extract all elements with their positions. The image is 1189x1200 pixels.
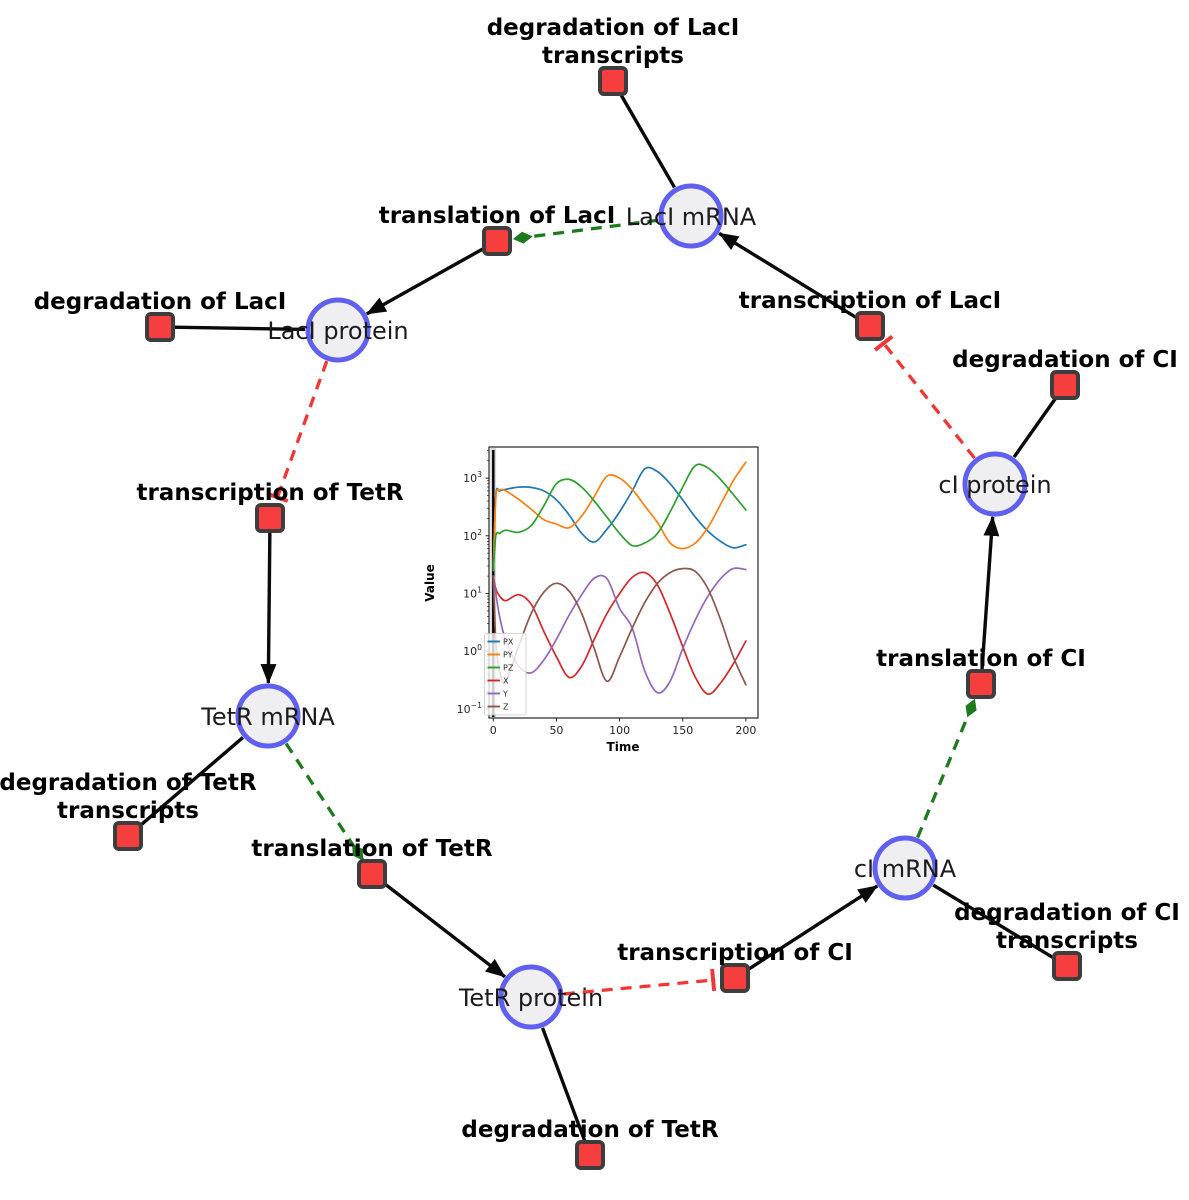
species-label-lacI-protein: LacI protein (267, 317, 408, 345)
plot-spines (488, 446, 759, 719)
species-node-tetR-protein[interactable] (498, 964, 564, 1030)
reaction-label-translation-tetR: translation of TetR (251, 836, 492, 862)
edge-transcription-lacI-to-lacI-mRNA (718, 231, 859, 321)
series-PZ (492, 463, 747, 572)
legend-label-X: X (503, 676, 509, 685)
reaction-label-degradation-cI: degradation of CI (952, 347, 1178, 373)
legend-label-PZ: PZ (503, 663, 514, 672)
reaction-node-degradation-lacI[interactable] (145, 312, 175, 342)
legend-entry-PZ: PZ (487, 663, 514, 672)
edge-lacI-mRNA-to-degradation-lacI-transcripts (618, 91, 676, 189)
species-label-cI-protein: cI protein (938, 471, 1051, 499)
x-tick-0: 0 (490, 724, 497, 737)
series-PY (492, 461, 747, 572)
timeseries-plot: 0 50 100 150 200 10−1 100 101 102 103 PX PY PZ XYZ Ti… (423, 446, 759, 754)
species-label-tetR-protein: TetR protein (458, 984, 603, 1012)
legend-entry-X: X (487, 676, 509, 685)
edge-cI-mRNA-to-degradation-cI-transcripts (932, 883, 1057, 961)
legend-label-Y: Y (502, 689, 508, 698)
y-axis-label: Value (423, 564, 437, 602)
legend-entry-Y: Y (487, 689, 508, 698)
edge-cI-protein-to-degradation-cI (1012, 394, 1059, 459)
species-label-lacI-mRNA: LacI mRNA (626, 203, 757, 231)
species-label-tetR-mRNA: TetR mRNA (200, 703, 335, 731)
reaction-node-transcription-lacI[interactable] (855, 311, 885, 341)
reaction-label-translation-cI: translation of CI (876, 646, 1086, 672)
edge-translation-cI-to-cI-protein (980, 515, 1000, 671)
species-node-cI-mRNA[interactable] (872, 835, 938, 901)
plot-background (489, 447, 758, 718)
series-PX (492, 466, 747, 572)
reaction-label-degradation-tetR: degradation of TetR (461, 1117, 718, 1143)
legend-label-PY: PY (503, 650, 513, 659)
reaction-node-transcription-tetR[interactable] (255, 503, 285, 533)
edges-layer (136, 91, 1059, 1144)
reaction-node-degradation-lacI-transcripts[interactable] (598, 66, 628, 96)
y-tick-1e1: 101 (463, 585, 482, 600)
reaction-label-degradation-lacI: degradation of LacI (34, 289, 287, 315)
x-tick-150: 150 (672, 724, 693, 737)
y-tick-1e0: 100 (463, 643, 482, 658)
labels-layer: LacI mRNA LacI protein cI protein TetR mRNA… (0, 15, 1180, 1143)
reaction-node-degradation-tetR[interactable] (575, 1140, 605, 1170)
legend-entry-PY: PY (487, 650, 513, 659)
legend-label-PX: PX (503, 637, 514, 646)
edge-cI-mRNA-to-translation-cI (916, 698, 977, 839)
reaction-node-degradation-cI-transcripts[interactable] (1052, 951, 1082, 981)
reaction-label-transcription-tetR: transcription of TetR (136, 480, 403, 506)
y-tick-1e3: 103 (463, 470, 482, 485)
edge-translation-lacI-to-lacI-protein (365, 246, 486, 316)
edge-tetR-protein-to-transcription-cI (563, 968, 717, 996)
legend-entry-PX: PX (487, 637, 514, 646)
reaction-node-degradation-tetR-transcripts[interactable] (113, 821, 143, 851)
legend: PX PY PZ XYZ (484, 633, 527, 716)
legend-label-Z: Z (503, 702, 509, 711)
x-tick-200: 200 (735, 724, 756, 737)
species-label-cI-mRNA: cI mRNA (854, 855, 957, 883)
reaction-label-transcription-lacI: transcription of LacI (739, 288, 1002, 314)
reaction-label-transcription-cI: transcription of CI (617, 940, 853, 966)
reaction-label-translation-lacI: translation of LacI (379, 203, 616, 229)
reaction-label-degradation-cI-transcripts: degradation of CI transcripts (954, 900, 1180, 954)
edge-transcription-tetR-to-tetR-mRNA (260, 531, 277, 685)
species-node-tetR-mRNA[interactable] (235, 683, 301, 749)
species-node-lacI-protein[interactable] (305, 297, 371, 363)
edge-lacI-protein-to-transcription-tetR (266, 360, 329, 503)
reaction-node-translation-tetR[interactable] (357, 859, 387, 889)
x-tick-50: 50 (549, 724, 563, 737)
x-axis-label: Time (607, 740, 640, 754)
nodes-layer (113, 66, 1082, 1170)
edge-transcription-cI-to-cI-mRNA (745, 884, 879, 972)
edge-tetR-mRNA-to-degradation-tetR-transcripts (136, 736, 245, 829)
reaction-node-degradation-cI[interactable] (1050, 370, 1080, 400)
edge-lacI-mRNA-to-translation-lacI (512, 218, 659, 244)
reaction-node-translation-cI[interactable] (966, 669, 996, 699)
reaction-node-transcription-cI[interactable] (720, 963, 750, 993)
edge-tetR-mRNA-to-translation-tetR (284, 742, 365, 862)
reaction-label-degradation-tetR-transcripts: degradation of TetR transcripts (0, 770, 257, 824)
y-tick-1e-1: 10−1 (457, 701, 482, 716)
y-tick-1e2: 102 (463, 528, 482, 543)
edge-cI-protein-to-transcription-lacI (873, 334, 976, 460)
reaction-label-degradation-lacI-transcripts: degradation of LacI transcripts (487, 15, 740, 69)
reaction-node-translation-lacI[interactable] (482, 226, 512, 256)
edge-lacI-protein-to-degradation-lacI (172, 325, 306, 332)
series-X (492, 571, 747, 695)
species-node-cI-protein[interactable] (962, 451, 1028, 517)
edge-translation-tetR-to-tetR-protein (382, 881, 506, 979)
edge-tetR-protein-to-degradation-tetR (540, 1027, 588, 1144)
legend-entry-Z: Z (487, 702, 509, 711)
x-tick-100: 100 (609, 724, 630, 737)
species-node-lacI-mRNA[interactable] (658, 183, 724, 249)
